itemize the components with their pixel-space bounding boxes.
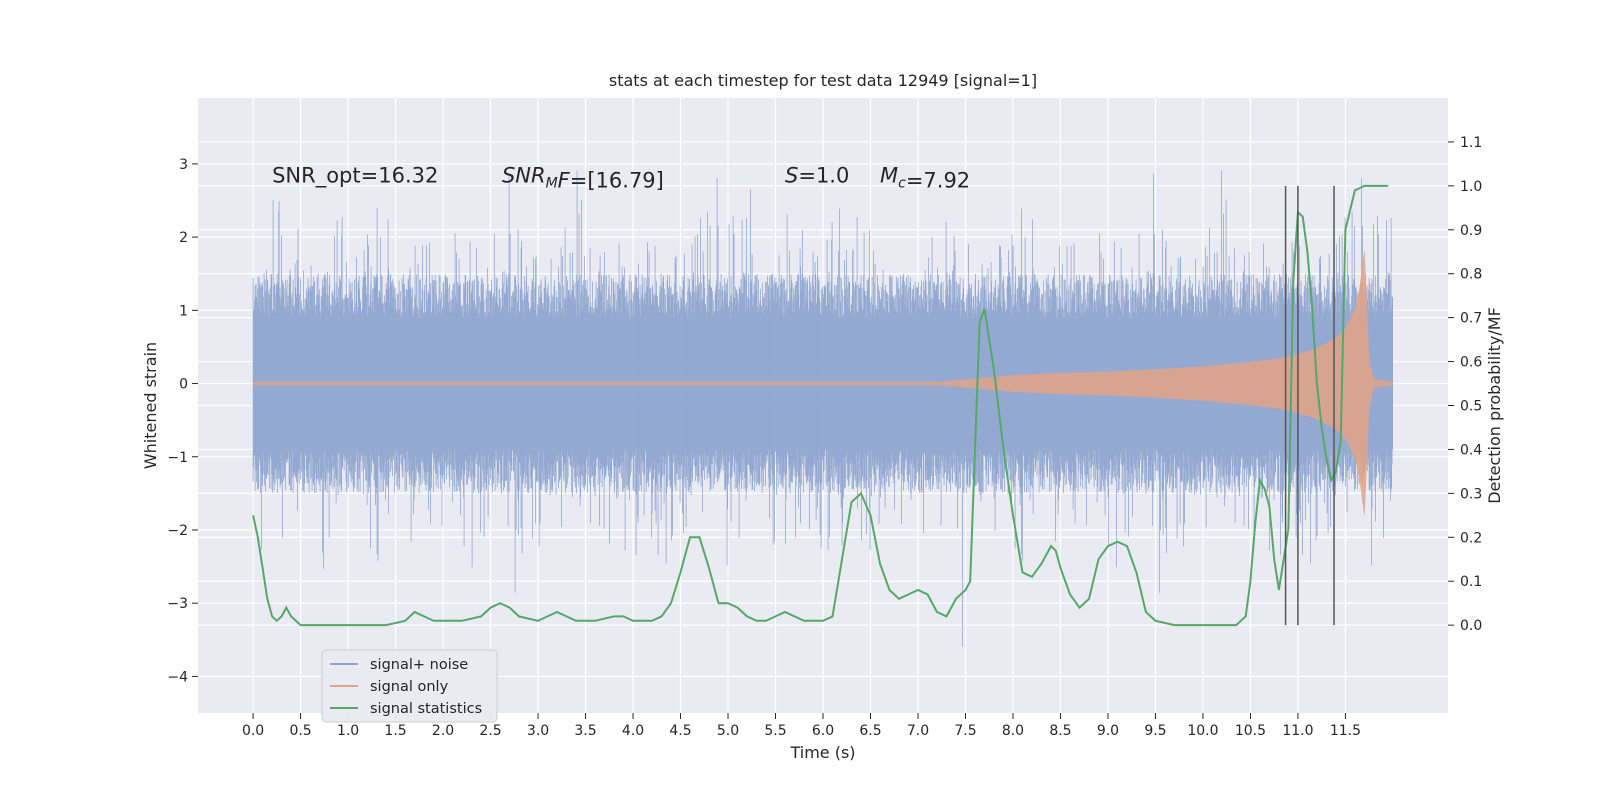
x-tick-label: 8.0 — [1002, 723, 1024, 739]
annotation-subscript: M — [546, 176, 558, 192]
x-tick-label: 6.0 — [812, 723, 834, 739]
legend-box — [321, 649, 498, 723]
x-tick-label: 3.5 — [574, 723, 596, 739]
chart-title: stats at each timestep for test data 129… — [609, 71, 1037, 90]
x-tick-label: 5.5 — [764, 723, 786, 739]
annotation-symbol2: F — [558, 169, 571, 193]
y2-tick-label: 0.4 — [1460, 442, 1482, 458]
x-tick-label: 1.5 — [384, 723, 406, 739]
legend-entry: signal only — [370, 679, 449, 695]
x-tick-label: 9.5 — [1144, 723, 1166, 739]
x-tick-label: 0.0 — [242, 723, 264, 739]
annotation-1: SNRMF=[16.79] — [502, 164, 664, 193]
y-tick-label: −1 — [167, 450, 188, 466]
annotation-symbol: M — [880, 164, 898, 188]
y-tick-label: 3 — [179, 157, 188, 173]
x-tick-label: 3.0 — [527, 723, 549, 739]
y-tick-label: −2 — [167, 523, 188, 539]
y-tick-label: −3 — [167, 596, 188, 612]
y2-tick-label: 0.7 — [1460, 311, 1482, 327]
series-signal-statistics — [252, 184, 1389, 627]
y-tick-label: 1 — [179, 303, 188, 319]
annotation-value: =1.0 — [798, 164, 849, 188]
annotation-symbol: S — [785, 164, 798, 188]
x-tick-label: 10.5 — [1235, 723, 1266, 739]
annotation-symbol: SNR — [502, 164, 546, 188]
y2-tick-label: 1.0 — [1460, 179, 1482, 195]
x-tick-label: 2.0 — [432, 723, 454, 739]
y2-tick-label: 0.6 — [1460, 355, 1482, 371]
y-axis-label: Whitened strain — [141, 342, 160, 469]
x-tick-label: 7.0 — [907, 723, 929, 739]
annotation-0: SNR_opt=16.32 — [272, 164, 438, 189]
y-tick-label: −4 — [167, 669, 188, 685]
x-tick-label: 1.0 — [337, 723, 359, 739]
y2-tick-label: 0.1 — [1460, 574, 1482, 590]
x-tick-label: 4.0 — [622, 723, 644, 739]
x-tick-label: 5.0 — [717, 723, 739, 739]
annotation-subscript: c — [898, 176, 906, 192]
y2-axis-label: Detection probability/MF — [1485, 307, 1504, 504]
annotation-2: S=1.0 — [785, 164, 849, 188]
annotation-text: SNR_opt=16.32 — [272, 164, 438, 189]
x-tick-label: 9.0 — [1097, 723, 1119, 739]
y2-tick-label: 0.2 — [1460, 530, 1482, 546]
x-tick-label: 6.5 — [859, 723, 881, 739]
legend-entry: signal+ noise — [370, 657, 468, 673]
series-signal-only — [252, 251, 1394, 516]
x-tick-label: 7.5 — [954, 723, 976, 739]
y2-tick-label: 0.8 — [1460, 267, 1482, 283]
annotation-value: =7.92 — [906, 169, 970, 193]
x-tick-label: 0.5 — [289, 723, 311, 739]
x-tick-label: 11.5 — [1330, 723, 1361, 739]
annotation-value: =[16.79] — [570, 169, 664, 193]
y2-tick-label: 0.5 — [1460, 399, 1482, 415]
y2-tick-label: 1.1 — [1460, 135, 1482, 151]
legend: signal+ noise signal only signal statistic… — [321, 649, 498, 723]
annotation-3: Mc=7.92 — [880, 164, 970, 193]
x-tick-label: 8.5 — [1049, 723, 1071, 739]
x-tick-label: 4.5 — [669, 723, 691, 739]
y2-tick-label: 0.0 — [1460, 618, 1482, 634]
y-tick-label: 2 — [179, 230, 188, 246]
y2-tick-label: 0.9 — [1460, 223, 1482, 239]
x-tick-label: 10.0 — [1187, 723, 1218, 739]
y2-tick-label: 0.3 — [1460, 486, 1482, 502]
x-axis-label: Time (s) — [789, 743, 855, 762]
legend-entry: signal statistics — [370, 701, 482, 717]
x-tick-label: 11.0 — [1282, 723, 1313, 739]
y-tick-label: 0 — [179, 377, 188, 393]
x-tick-label: 2.5 — [479, 723, 501, 739]
